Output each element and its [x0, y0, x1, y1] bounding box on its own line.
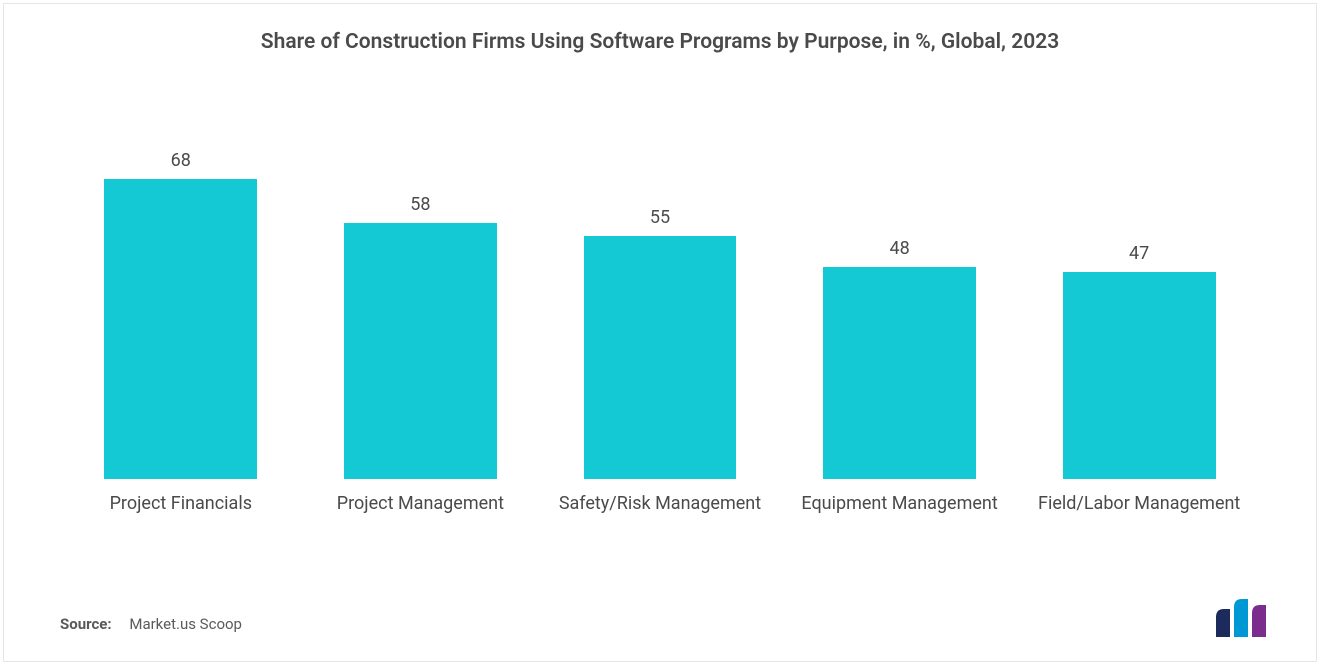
labels-area: Project Financials Project Management Safe…: [60, 491, 1260, 516]
bar-category-label: Safety/Risk Management: [544, 491, 776, 516]
bar: [584, 236, 737, 479]
bar-value-label: 47: [1129, 243, 1149, 264]
bar: [1063, 272, 1216, 479]
bar-category-label: Project Financials: [65, 491, 297, 516]
chart-title: Share of Construction Firms Using Softwa…: [60, 30, 1260, 54]
bar-value-label: 68: [171, 150, 191, 171]
logo-bar-2: [1234, 599, 1248, 637]
bar: [344, 223, 497, 479]
logo-bar-3: [1252, 605, 1266, 637]
bar: [823, 267, 976, 479]
bar-category-label: Equipment Management: [784, 491, 1016, 516]
bar-group: 48: [784, 139, 1016, 479]
bar-group: 58: [305, 139, 537, 479]
source-label: Source:: [60, 615, 112, 633]
logo-icon: [1216, 597, 1272, 637]
bar-value-label: 58: [410, 194, 430, 215]
source-value: Market.us Scoop: [129, 615, 242, 633]
brand-logo: [1216, 597, 1272, 637]
bar-value-label: 48: [889, 238, 909, 259]
bar-group: 55: [544, 139, 776, 479]
bar: [104, 179, 257, 479]
logo-bar-1: [1216, 609, 1230, 637]
bars-area: 68 58 55 48 47: [60, 139, 1260, 479]
bar-value-label: 55: [650, 207, 670, 228]
bar-category-label: Field/Labor Management: [1023, 491, 1255, 516]
bar-group: 47: [1023, 139, 1255, 479]
bar-group: 68: [65, 139, 297, 479]
bar-category-label: Project Management: [305, 491, 537, 516]
source-row: Source: Market.us Scoop: [60, 615, 242, 633]
chart-container: Share of Construction Firms Using Softwa…: [0, 0, 1320, 665]
